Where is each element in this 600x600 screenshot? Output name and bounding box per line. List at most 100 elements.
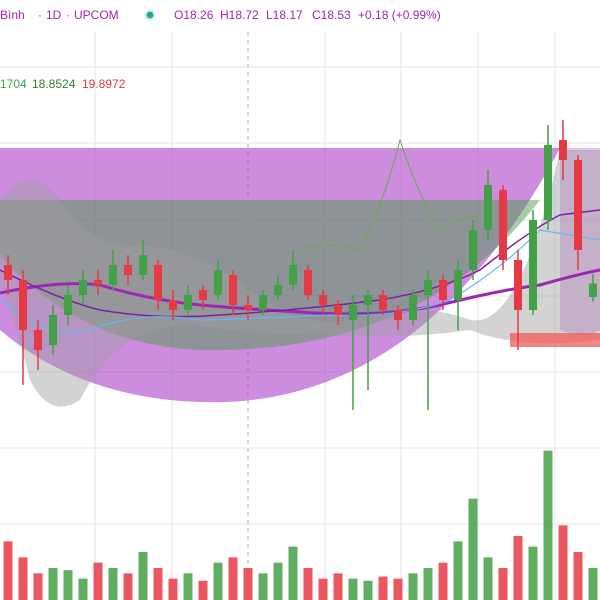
volume-bar: [288, 546, 298, 600]
candle-body: [79, 280, 87, 295]
volume-bar: [318, 578, 328, 600]
volume-bar: [18, 557, 28, 600]
status-dot: [146, 11, 154, 19]
candle-body: [289, 265, 297, 285]
symbol: Bình: [0, 8, 25, 22]
candle-body: [229, 275, 237, 305]
volume-bar: [78, 578, 88, 600]
volume-bar: [543, 450, 553, 600]
volume-bar: [468, 498, 478, 600]
high: H18.72: [220, 8, 259, 22]
volume-bar: [348, 578, 358, 600]
volume-bar: [213, 562, 223, 600]
volume-bar: [378, 576, 388, 600]
candle-body: [259, 295, 267, 310]
volume-bar: [258, 573, 268, 600]
candle-body: [349, 305, 357, 320]
volume-bar: [498, 568, 508, 600]
volume-bar: [573, 552, 583, 600]
candle-body: [274, 285, 282, 295]
candle-body: [334, 305, 342, 315]
indicator-value: 1704: [0, 77, 27, 91]
volume-bar: [108, 568, 118, 600]
candle-body: [469, 230, 477, 270]
candle-body: [379, 295, 387, 310]
candle-body: [214, 270, 222, 295]
close: C18.53: [312, 8, 351, 22]
volume-bar: [513, 536, 523, 600]
candle-body: [94, 280, 102, 285]
ma-line-2: [0, 209, 600, 318]
candle-body: [364, 295, 372, 305]
candle-body: [589, 283, 597, 297]
volume-bar: [408, 573, 418, 600]
candle-body: [529, 220, 537, 310]
candle-body: [109, 265, 117, 285]
volume-bar: [483, 557, 493, 600]
candle-body: [514, 260, 522, 310]
indicator-value: 18.8524: [32, 77, 76, 91]
candle-body: [49, 315, 57, 345]
volume-bar: [198, 580, 208, 600]
candle-body: [439, 280, 447, 300]
candle-body: [124, 265, 132, 275]
marks: [3, 120, 598, 600]
volume-bar: [243, 568, 253, 600]
sep: ·: [66, 8, 70, 22]
overlays: [0, 138, 600, 407]
candle-body: [139, 255, 147, 275]
lagging-line: [299, 138, 521, 251]
candle-body: [424, 280, 432, 295]
candle-body: [574, 160, 582, 250]
exchange: UPCOM: [74, 8, 119, 22]
candle-body: [559, 140, 567, 160]
candle-body: [64, 295, 72, 315]
header-bg: [0, 0, 600, 32]
volume-bar: [63, 570, 73, 600]
header: Bình · 1D · UPCOM O18.26 H18.72 L18.17 C…: [0, 0, 600, 91]
volume-bar: [33, 573, 43, 600]
interval: 1D: [46, 8, 62, 22]
candle-body: [499, 190, 507, 260]
candle-body: [184, 295, 192, 310]
volume-bar: [333, 573, 343, 600]
candle-body: [154, 265, 162, 300]
volume-bar: [168, 578, 178, 600]
candle-body: [454, 270, 462, 300]
candle-body: [544, 145, 552, 220]
volume-bar: [228, 557, 238, 600]
candle-body: [394, 310, 402, 320]
volume-bar: [303, 568, 313, 600]
volume-bar: [123, 573, 133, 600]
volume-bar: [48, 568, 58, 600]
volume-bar: [423, 568, 433, 600]
volume-bar: [3, 541, 13, 600]
candle-body: [244, 305, 252, 310]
open: O18.26: [174, 8, 214, 22]
candle-body: [34, 330, 42, 350]
low: L18.17: [266, 8, 303, 22]
volume-bar: [93, 562, 103, 600]
sep: ·: [38, 8, 42, 22]
candle-body: [409, 295, 417, 320]
candle-body: [169, 300, 177, 310]
candle-body: [319, 295, 327, 305]
candle-body: [199, 290, 207, 300]
volume-bar: [273, 562, 283, 600]
indicator-value: 19.8972: [82, 77, 126, 91]
candle-body: [4, 265, 12, 280]
candle-body: [19, 280, 27, 330]
green-area: [0, 200, 540, 351]
volume-bar: [528, 546, 538, 600]
cloud: [0, 150, 600, 407]
change: +0.18 (+0.99%): [358, 8, 441, 22]
volume-bar: [438, 562, 448, 600]
cloud-red: [510, 333, 600, 347]
volume-bar: [393, 578, 403, 600]
volume-bar: [153, 568, 163, 600]
volume-bar: [558, 525, 568, 600]
volume-bar: [363, 580, 373, 600]
volume-bar: [138, 552, 148, 600]
